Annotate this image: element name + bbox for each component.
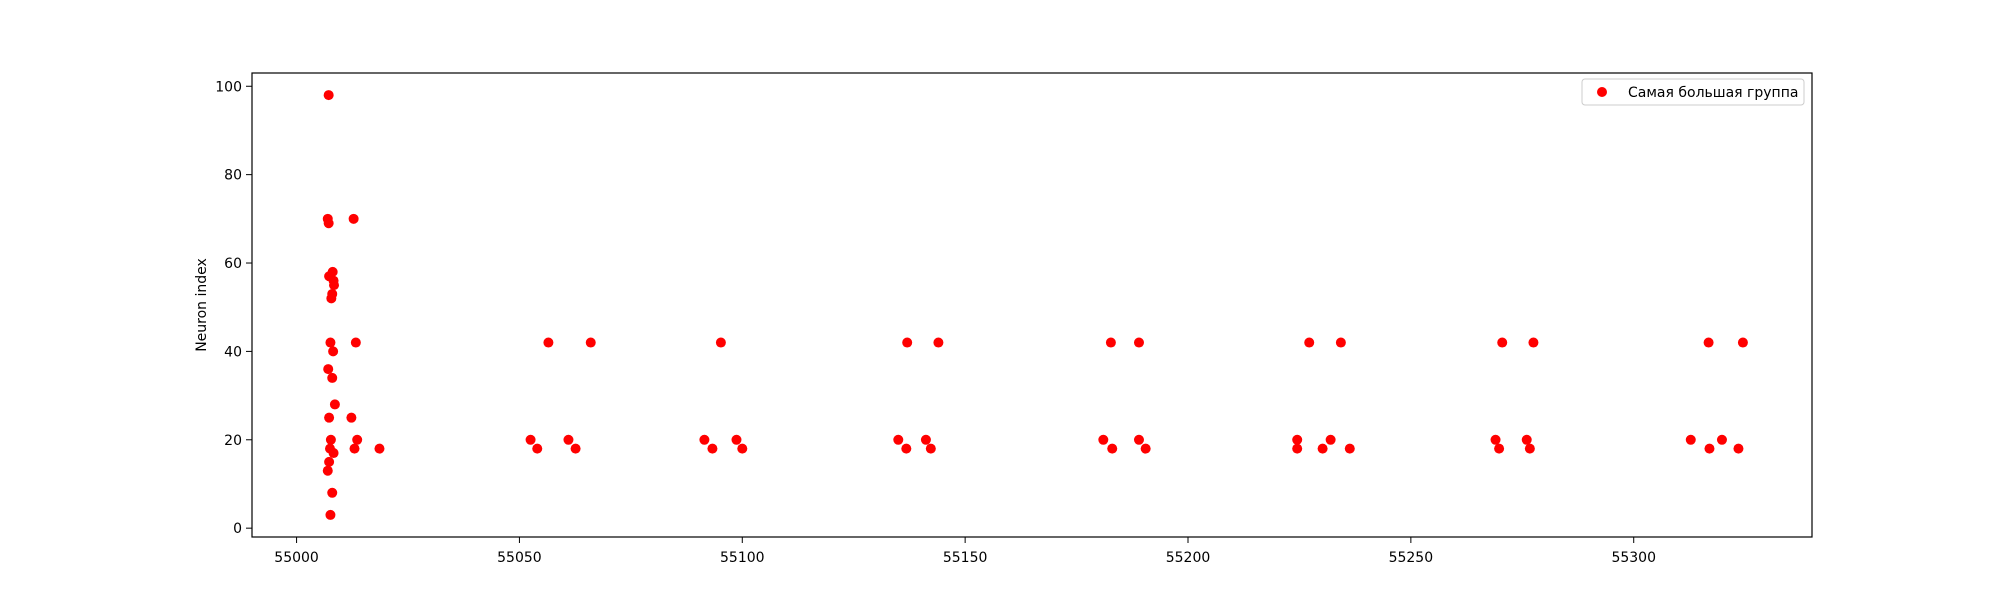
data-point xyxy=(920,434,931,445)
data-point xyxy=(1490,434,1501,445)
data-point xyxy=(1716,434,1727,445)
data-point xyxy=(325,337,336,348)
data-point xyxy=(1325,434,1336,445)
y-tick-label: 60 xyxy=(224,256,242,272)
data-point xyxy=(327,487,338,498)
x-tick-label: 55250 xyxy=(1389,550,1434,566)
data-point xyxy=(350,337,361,348)
data-point xyxy=(1733,443,1744,454)
data-point xyxy=(1494,443,1505,454)
data-point xyxy=(731,434,742,445)
axes-frame xyxy=(251,72,1813,538)
data-point xyxy=(1107,443,1118,454)
data-point xyxy=(324,412,335,423)
data-point xyxy=(323,218,334,229)
x-tick-label: 55100 xyxy=(720,550,765,566)
y-tick-label: 0 xyxy=(233,521,242,537)
data-point xyxy=(329,280,340,291)
data-point xyxy=(1704,443,1715,454)
data-point xyxy=(1098,434,1109,445)
data-point xyxy=(326,293,337,304)
data-point xyxy=(1133,434,1144,445)
data-point xyxy=(737,443,748,454)
data-point xyxy=(328,346,339,357)
data-point xyxy=(327,372,338,383)
data-point xyxy=(348,213,359,224)
data-point xyxy=(1521,434,1532,445)
x-tick-label: 55200 xyxy=(1166,550,1211,566)
data-point xyxy=(325,509,336,520)
data-point xyxy=(1133,337,1144,348)
data-point xyxy=(715,337,726,348)
data-point xyxy=(925,443,936,454)
data-point xyxy=(1528,337,1539,348)
data-point xyxy=(893,434,904,445)
data-point xyxy=(563,434,574,445)
legend-label: Самая большая группа xyxy=(1628,85,1798,101)
data-point xyxy=(933,337,944,348)
data-point xyxy=(570,443,581,454)
data-point xyxy=(1292,443,1303,454)
data-point xyxy=(1703,337,1714,348)
data-point xyxy=(585,337,596,348)
legend-marker xyxy=(1597,87,1607,97)
data-point xyxy=(324,456,335,467)
data-point xyxy=(525,434,536,445)
x-tick-label: 55050 xyxy=(497,550,542,566)
data-point xyxy=(374,443,385,454)
legend: Самая большая группа xyxy=(1581,78,1805,106)
y-tick-label: 40 xyxy=(224,344,242,360)
y-axis-label: Neuron index xyxy=(194,258,210,352)
data-point xyxy=(1685,434,1696,445)
data-point xyxy=(323,364,334,375)
data-point xyxy=(1292,434,1303,445)
y-tick-label: 20 xyxy=(224,433,242,449)
data-point xyxy=(327,266,338,277)
data-point xyxy=(1344,443,1355,454)
data-point xyxy=(1304,337,1315,348)
plot-area xyxy=(251,72,1813,538)
data-point xyxy=(349,443,360,454)
data-point xyxy=(699,434,710,445)
points-layer xyxy=(322,90,1748,520)
x-tick-label: 55300 xyxy=(1611,550,1656,566)
data-point xyxy=(328,448,339,459)
data-point xyxy=(902,337,913,348)
y-axis: 0 20 40 60 80 100 xyxy=(215,79,252,537)
data-point xyxy=(322,465,333,476)
data-point xyxy=(707,443,718,454)
x-axis: 55000 55050 55100 55150 55200 55250 55300 xyxy=(274,537,1656,566)
data-point xyxy=(329,399,340,410)
data-point xyxy=(1105,337,1116,348)
x-tick-label: 55000 xyxy=(274,550,319,566)
data-point xyxy=(346,412,357,423)
x-tick-label: 55150 xyxy=(943,550,988,566)
data-point xyxy=(543,337,554,348)
y-tick-label: 100 xyxy=(215,79,242,95)
data-point xyxy=(1737,337,1748,348)
data-point xyxy=(352,434,363,445)
y-tick-label: 80 xyxy=(224,168,242,184)
data-point xyxy=(532,443,543,454)
data-point xyxy=(1524,443,1535,454)
data-point xyxy=(1317,443,1328,454)
data-point xyxy=(901,443,912,454)
data-point xyxy=(1497,337,1508,348)
data-point xyxy=(1335,337,1346,348)
legend-box xyxy=(1581,78,1805,106)
data-point xyxy=(1140,443,1151,454)
data-point xyxy=(325,434,336,445)
data-point xyxy=(323,90,334,101)
